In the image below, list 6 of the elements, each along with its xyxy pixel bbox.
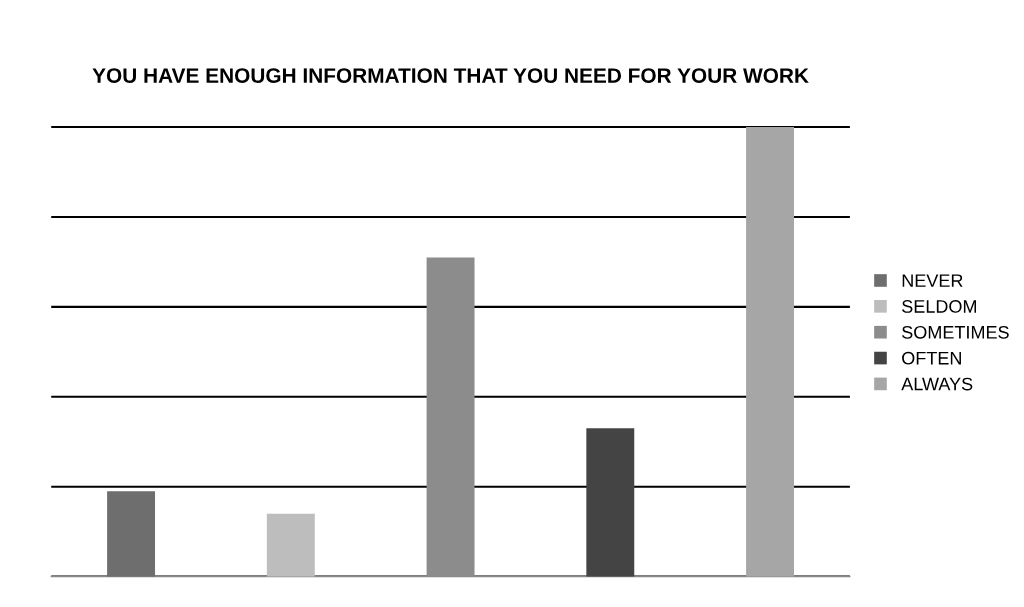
legend-label: NEVER [902,274,963,287]
legend-label: ALWAYS [901,377,973,391]
chart-title: YOU HAVE ENOUGH INFORMATION THAT YOU NEED FOR YOUR WORK [92,68,809,83]
legend-label: SELDOM [902,300,977,313]
legend-label: OFTEN [902,351,961,365]
legend-label: SOMETIMES [902,325,1009,339]
